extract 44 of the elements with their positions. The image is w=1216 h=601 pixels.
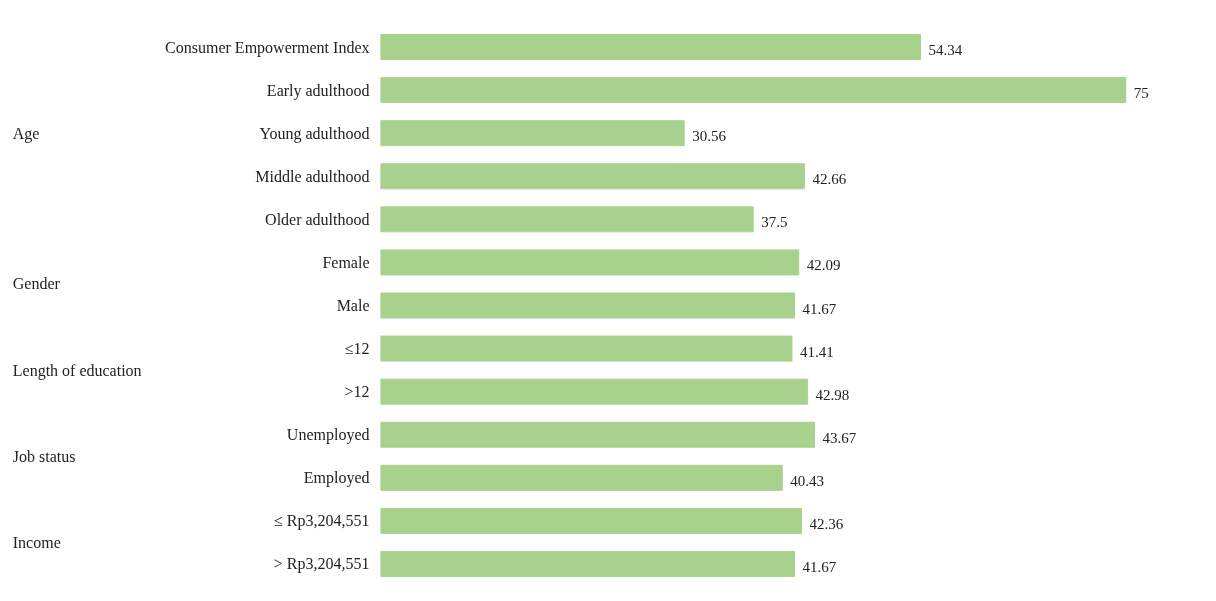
- data-label: 37.5: [761, 214, 788, 231]
- text: Job status: [12, 447, 76, 465]
- text: Age: [12, 124, 40, 143]
- y-tick-label: Employed: [303, 469, 370, 488]
- bar: [380, 249, 800, 276]
- data-label: 54.34: [928, 42, 963, 59]
- bar: [380, 120, 685, 147]
- y-tick-label: ≤ Rp3,204,551: [274, 512, 370, 531]
- y-tick-label: Unemployed: [286, 426, 370, 445]
- data-label: 42.36: [809, 515, 844, 532]
- data-label: 43.67: [822, 429, 857, 446]
- bar: [380, 464, 783, 491]
- y-tick-label: Consumer Empowerment Index: [165, 38, 370, 57]
- y-tick-label: > Rp3,204,551: [273, 555, 370, 574]
- y-tick-label: ≤12: [344, 340, 370, 358]
- bar: [380, 77, 1127, 104]
- y-tick-label: Young adulthood: [259, 124, 370, 143]
- text: Gender: [12, 275, 61, 293]
- data-label: 42.66: [812, 171, 847, 188]
- data-label: 75: [1133, 85, 1149, 102]
- y-tick-label: >12: [344, 383, 370, 401]
- y-tick-label: Middle adulthood: [255, 167, 370, 185]
- bar: [380, 378, 809, 405]
- bar: [380, 507, 802, 534]
- data-label: 40.43: [790, 472, 825, 489]
- bar: [380, 34, 921, 61]
- data-label: 30.56: [692, 128, 727, 145]
- y-tick-label: Female: [322, 253, 370, 271]
- text: Income: [12, 533, 61, 551]
- bar: [380, 206, 754, 233]
- y-tick-label: Male: [336, 297, 370, 314]
- data-label: 41.41: [800, 343, 834, 360]
- bar: [380, 292, 796, 319]
- data-label: 41.67: [802, 558, 837, 575]
- text: Length of education: [12, 361, 142, 380]
- bar: [380, 335, 793, 362]
- bar: [380, 421, 815, 448]
- data-label: 42.98: [815, 386, 850, 403]
- data-label: 42.09: [806, 257, 841, 274]
- bar: [380, 550, 796, 577]
- bar: [380, 163, 805, 190]
- y-tick-label: Early adulthood: [266, 81, 370, 100]
- y-tick-label: Older adulthood: [265, 210, 370, 228]
- data-label: 41.67: [802, 300, 837, 317]
